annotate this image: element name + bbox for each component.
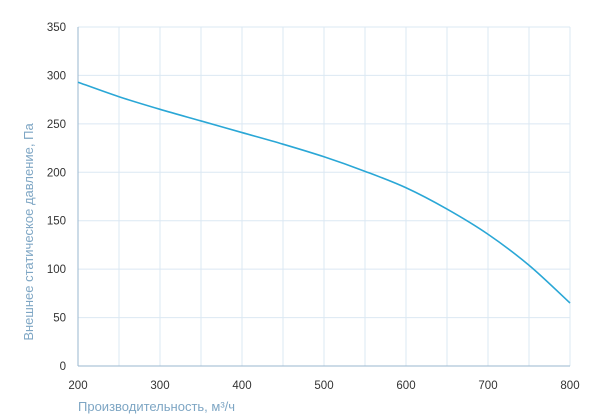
y-tick-label: 150 xyxy=(47,216,66,228)
y-tick-label: 50 xyxy=(53,313,66,325)
y-tick-label: 100 xyxy=(47,264,66,276)
x-tick-label: 300 xyxy=(150,380,169,392)
y-tick-label: 350 xyxy=(47,22,66,34)
series-line-0 xyxy=(77,81,571,304)
axes xyxy=(77,27,570,367)
y-tick-label: 300 xyxy=(47,70,66,82)
y-axis-title: Внешнее статическое давление, Па xyxy=(21,123,36,341)
tick-labels: 200 300 400 500 600 700 800 0 50 100 150 200 250 300 3… xyxy=(47,22,580,392)
x-tick-label: 700 xyxy=(478,380,497,392)
x-tick-label: 500 xyxy=(314,380,333,392)
y-tick-label: 200 xyxy=(47,167,66,179)
y-tick-label: 250 xyxy=(47,119,66,131)
y-tick-label: 0 xyxy=(60,361,66,373)
x-tick-label: 400 xyxy=(232,380,251,392)
x-axis-title: Производительность, м³/ч xyxy=(78,399,235,414)
grid xyxy=(78,26,571,366)
x-tick-label: 600 xyxy=(396,380,415,392)
series-layer xyxy=(77,81,571,304)
x-tick-label: 200 xyxy=(68,380,87,392)
x-tick-label: 800 xyxy=(560,380,579,392)
